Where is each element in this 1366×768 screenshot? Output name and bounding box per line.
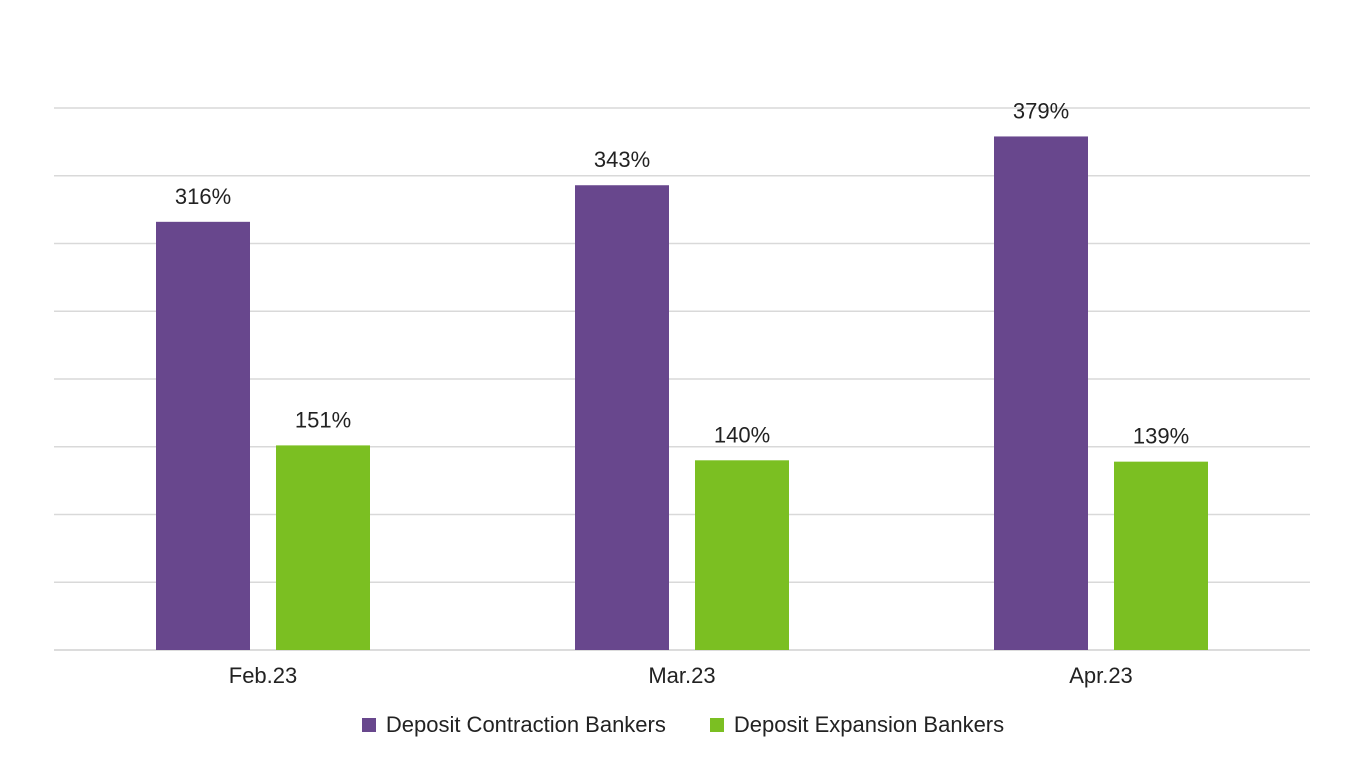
gridlines [54, 107, 1310, 651]
legend-label-expansion: Deposit Expansion Bankers [733, 712, 1005, 737]
legend-item-expansion: Deposit Expansion Bankers [709, 712, 1005, 738]
bar-contraction-apr-23 [994, 136, 1088, 650]
x-tick-label-mar-23: Mar.23 [648, 663, 715, 688]
bar-contraction-mar-23 [575, 185, 669, 651]
bar-contraction-feb-23 [156, 221, 250, 650]
data-label-contraction-apr-23: 379% [1013, 98, 1069, 123]
legend-label-contraction: Deposit Contraction Bankers [385, 712, 666, 737]
data-label-expansion-feb-23: 151% [295, 407, 351, 432]
x-axis-tick-labels: Feb.23 Mar.23 Apr.23 [229, 663, 1133, 688]
data-label-expansion-mar-23: 140% [714, 422, 770, 447]
bar-expansion-apr-23 [1114, 461, 1208, 650]
x-tick-label-apr-23: Apr.23 [1069, 663, 1133, 688]
bar-chart: 316% 151% 343% 140% 379% 139% Feb.23 Mar.23 Apr… [54, 98, 1310, 688]
legend-item-contraction: Deposit Contraction Bankers [361, 712, 666, 738]
legend: Deposit Contraction Bankers Deposit Expa… [0, 712, 1366, 738]
data-label-expansion-apr-23: 139% [1133, 424, 1189, 449]
data-label-contraction-feb-23: 316% [175, 184, 231, 209]
legend-swatch-expansion [709, 718, 724, 732]
data-label-contraction-mar-23: 343% [594, 147, 650, 172]
data-labels: 316% 151% 343% 140% 379% 139% [175, 98, 1189, 448]
bars [156, 136, 1208, 651]
x-tick-label-feb-23: Feb.23 [229, 663, 298, 688]
bar-expansion-mar-23 [695, 460, 789, 650]
bar-expansion-feb-23 [276, 445, 370, 650]
legend-swatch-contraction [361, 718, 376, 732]
